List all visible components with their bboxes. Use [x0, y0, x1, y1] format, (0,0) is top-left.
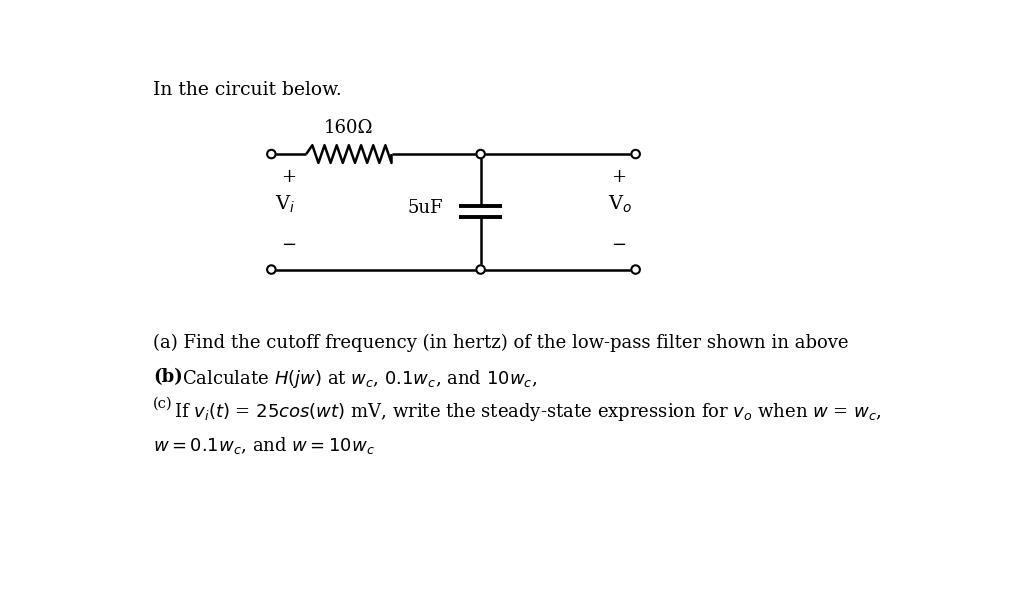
Text: $w = 0.1w_c$, and $w = 10w_c$: $w = 0.1w_c$, and $w = 10w_c$ [153, 435, 375, 456]
Circle shape [476, 265, 485, 274]
Circle shape [267, 150, 275, 158]
Text: −: − [611, 236, 627, 254]
Text: +: + [281, 168, 296, 186]
Text: (b): (b) [153, 368, 182, 386]
Text: 5uF: 5uF [408, 199, 443, 217]
Text: V$_o$: V$_o$ [607, 193, 632, 215]
Text: V$_i$: V$_i$ [275, 193, 296, 215]
Text: If $v_i(t)$ = $25cos(wt)$ mV, write the steady-state expression for $v_o$ when $: If $v_i(t)$ = $25cos(wt)$ mV, write the … [174, 401, 883, 423]
Circle shape [267, 265, 275, 274]
Circle shape [476, 150, 485, 158]
Text: +: + [611, 168, 627, 186]
Text: In the circuit below.: In the circuit below. [153, 81, 342, 99]
Text: (a) Find the cutoff frequency (in hertz) of the low-pass filter shown in above: (a) Find the cutoff frequency (in hertz)… [153, 334, 848, 352]
Text: −: − [281, 236, 296, 254]
Text: 160Ω: 160Ω [325, 119, 374, 137]
Circle shape [632, 265, 640, 274]
Circle shape [632, 150, 640, 158]
Text: (c): (c) [153, 396, 172, 411]
Text: Calculate $H(jw)$ at $w_c$, $0.1w_c$, and $10w_c$,: Calculate $H(jw)$ at $w_c$, $0.1w_c$, an… [182, 368, 538, 390]
